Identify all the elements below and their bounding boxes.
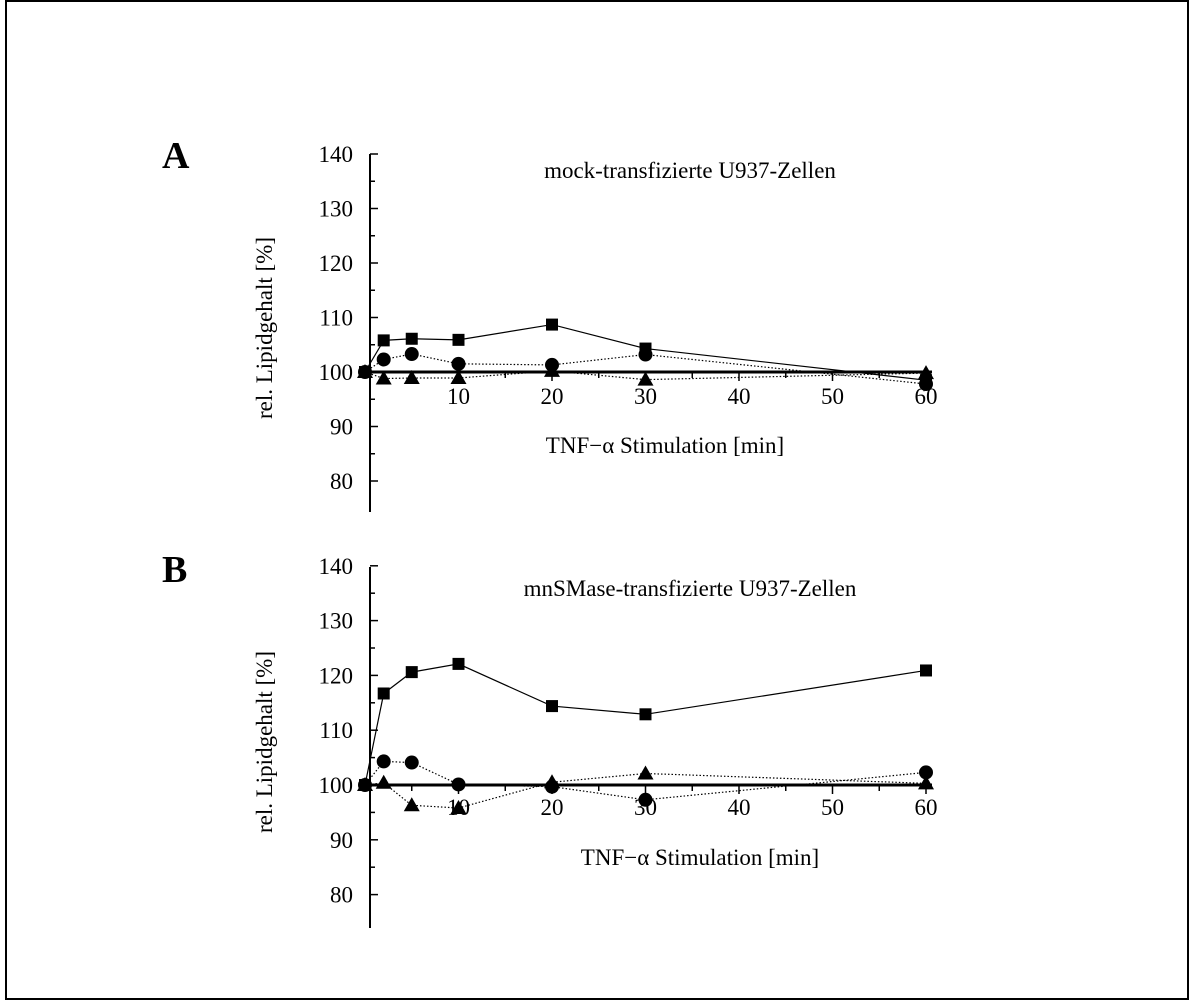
figure-frame <box>5 0 1189 1000</box>
triangle-marker <box>357 364 373 378</box>
x-axis-title: TNF−α Stimulation [min] <box>546 433 784 458</box>
y-axis-title: rel. Lipidgehalt [%] <box>252 237 277 419</box>
square-marker <box>405 332 418 345</box>
square-marker <box>452 333 465 346</box>
circle-marker <box>451 356 466 371</box>
square-marker <box>452 657 465 670</box>
y-tick-label: 130 <box>319 197 354 222</box>
y-tick-label: 110 <box>319 718 353 743</box>
y-tick-label: 120 <box>319 663 354 688</box>
y-tick-label: 100 <box>319 360 354 385</box>
triangle-marker <box>375 370 392 385</box>
y-tick-label: 110 <box>319 306 353 331</box>
circle-marker <box>404 755 419 770</box>
y-tick-label: 90 <box>330 415 353 440</box>
triangle-marker <box>637 765 654 780</box>
x-tick-label: 40 <box>728 795 751 820</box>
chart-title: mnSMase-transfizierte U937-Zellen <box>524 576 857 601</box>
y-tick-label: 90 <box>330 828 353 853</box>
triangle-marker <box>450 800 467 815</box>
y-tick-label: 140 <box>319 554 354 579</box>
circle-marker <box>376 754 391 769</box>
circle-marker <box>404 347 419 362</box>
x-tick-label: 60 <box>915 384 938 409</box>
circle-marker <box>919 765 933 780</box>
circle-marker <box>919 376 933 391</box>
triangle-marker <box>403 369 420 384</box>
triangle-marker <box>357 777 373 791</box>
x-tick-label: 30 <box>634 384 657 409</box>
y-tick-label: 80 <box>330 883 353 908</box>
circle-marker <box>451 777 466 792</box>
circle-marker <box>638 792 653 807</box>
x-tick-label: 10 <box>447 384 470 409</box>
figure-svg: A 80 90 100 110 120 130 140 10 20 30 40 50 60 TNF−α St… <box>162 135 938 928</box>
y-tick-label: 100 <box>319 773 354 798</box>
circle-marker <box>638 347 653 362</box>
y-tick-label: 140 <box>319 142 354 167</box>
panel-letter: A <box>162 135 190 177</box>
square-marker <box>546 700 558 713</box>
x-tick-label: 50 <box>821 795 844 820</box>
triangle-marker <box>918 775 934 790</box>
x-tick-label: 20 <box>541 795 564 820</box>
x-tick-label: 60 <box>915 795 938 820</box>
x-tick-label: 20 <box>541 384 564 409</box>
panel-letter: B <box>162 549 187 591</box>
triangle-marker <box>637 371 654 386</box>
y-tick-label: 130 <box>319 609 354 634</box>
x-tick-label: 50 <box>821 384 844 409</box>
triangle-marker <box>544 774 560 789</box>
square-marker <box>377 334 390 347</box>
square-marker <box>639 708 652 721</box>
triangle-marker <box>403 797 420 812</box>
triangle-marker <box>544 362 560 377</box>
x-tick-label: 40 <box>728 384 751 409</box>
square-marker <box>377 687 390 700</box>
triangle-marker <box>450 369 467 384</box>
square-marker <box>546 318 558 331</box>
square-marker <box>920 664 932 677</box>
y-tick-label: 120 <box>319 251 354 276</box>
square-marker <box>405 666 418 679</box>
y-axis-title: rel. Lipidgehalt [%] <box>252 651 277 833</box>
chart-title: mock-transfizierte U937-Zellen <box>544 158 836 183</box>
circle-marker <box>376 352 391 367</box>
x-axis-title: TNF−α Stimulation [min] <box>581 845 819 870</box>
y-tick-label: 80 <box>330 469 353 494</box>
triangle-marker <box>918 365 934 380</box>
triangle-marker <box>375 774 392 789</box>
